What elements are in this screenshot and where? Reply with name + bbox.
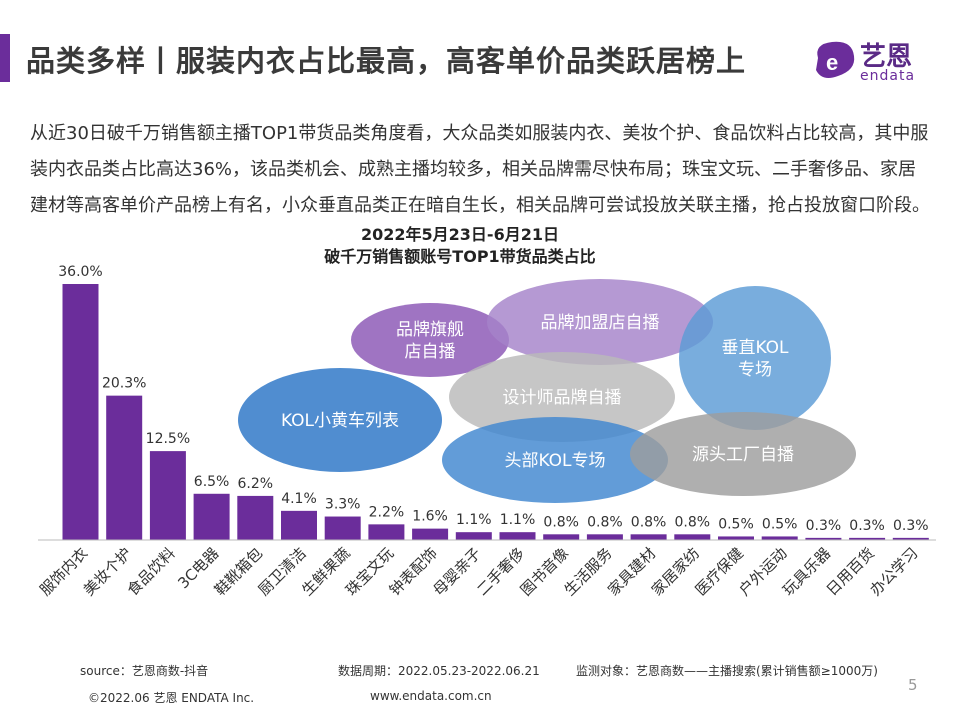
data-label-1: 20.3%: [102, 376, 146, 392]
svg-text:e: e: [826, 50, 838, 75]
intro-paragraph: 从近30日破千万销售额主播TOP1带货品类角度看，大众品类如服装内衣、美妆个护、…: [30, 123, 930, 216]
data-label-2: 12.5%: [146, 431, 190, 447]
bar-12: [586, 534, 623, 540]
bar-4: [237, 495, 274, 540]
category-label-2: 食品饮料: [124, 544, 179, 599]
footer-monitor: 监测对象：艺恩商数——主播搜索(累计销售额≥1000万): [576, 664, 878, 678]
data-label-19: 0.3%: [893, 518, 929, 534]
bubble-vertical-kol: [679, 286, 831, 430]
logo-chinese: 艺恩: [860, 42, 913, 72]
bar-16: [761, 536, 798, 540]
bar-10: [499, 532, 536, 540]
data-label-14: 0.8%: [675, 514, 711, 530]
bar-19: [892, 537, 929, 540]
bar-7: [368, 524, 405, 540]
bubble-brand-franchise: [487, 279, 713, 365]
bar-14: [674, 534, 711, 540]
bubble-factory-label: 源头工厂自播: [692, 445, 794, 465]
logo-english: endata: [860, 68, 916, 84]
endata-logo-icon: e: [816, 41, 855, 78]
bar-18: [849, 537, 886, 540]
bubble-designer-label: 设计师品牌自播: [503, 388, 622, 408]
bubble-kol-cart-label: KOL小黄车列表: [281, 411, 399, 431]
bar-11: [543, 534, 580, 540]
data-label-15: 0.5%: [718, 516, 754, 532]
footer-period: 数据周期：2022.05.23-2022.06.21: [338, 664, 540, 678]
data-label-10: 1.1%: [500, 512, 536, 528]
data-label-18: 0.3%: [849, 518, 885, 534]
data-label-9: 1.1%: [456, 512, 492, 528]
bar-2: [149, 451, 186, 540]
bubble-top-kol: [442, 417, 668, 503]
data-label-8: 1.6%: [412, 509, 448, 525]
data-label-0: 36.0%: [58, 264, 102, 280]
bubble-brand-flagship: [351, 303, 509, 377]
data-label-12: 0.8%: [587, 514, 623, 530]
chart-subtitle: 破千万销售额账号TOP1带货品类占比: [324, 247, 596, 266]
data-label-4: 6.2%: [238, 476, 274, 492]
endata-logo: e 艺恩 endata: [812, 36, 930, 86]
data-label-6: 3.3%: [325, 497, 361, 513]
data-label-13: 0.8%: [631, 514, 667, 530]
title-accent-bar: [0, 34, 10, 82]
page-number: 5: [908, 676, 918, 694]
bubble-brand-franchise-label: 品牌加盟店自播: [541, 313, 660, 333]
bubble-kol-cart: [238, 368, 442, 472]
bar-13: [630, 534, 667, 540]
data-label-5: 4.1%: [281, 491, 317, 507]
data-label-11: 0.8%: [543, 514, 579, 530]
bar-8: [412, 528, 449, 540]
data-label-17: 0.3%: [806, 518, 842, 534]
bubble-vertical-kol-label: 垂直KOL 专场: [721, 338, 789, 380]
bubble-top-kol-label: 头部KOL专场: [504, 451, 605, 471]
data-label-7: 2.2%: [369, 504, 405, 520]
chart-title-block: 2022年5月23日-6月21日 破千万销售额账号TOP1带货品类占比: [250, 224, 670, 268]
bar-15: [718, 536, 754, 540]
bubble-factory: [630, 412, 856, 496]
footer-copyright: ©2022.06 艺恩 ENDATA Inc.: [88, 691, 255, 705]
bar-17: [805, 537, 842, 540]
chart-title: 2022年5月23日-6月21日: [361, 225, 559, 244]
bar-0: [62, 284, 99, 540]
footer-source: source：艺恩商数-抖音: [80, 664, 209, 678]
bar-9: [455, 532, 492, 540]
bubble-brand-flagship-label: 品牌旗舰店自播: [396, 320, 464, 362]
data-label-16: 0.5%: [762, 516, 798, 532]
category-label-19: 办公学习: [866, 544, 921, 599]
page-title: 品类多样丨服装内衣占比最高，高客单价品类跃居榜上: [26, 44, 747, 78]
bar-5: [281, 510, 317, 540]
bar-1: [106, 395, 143, 540]
bubble-designer: [449, 352, 675, 442]
data-label-3: 6.5%: [194, 474, 230, 490]
bar-6: [324, 516, 361, 540]
footer-website: www.endata.com.cn: [370, 689, 492, 703]
bar-3: [193, 493, 230, 540]
